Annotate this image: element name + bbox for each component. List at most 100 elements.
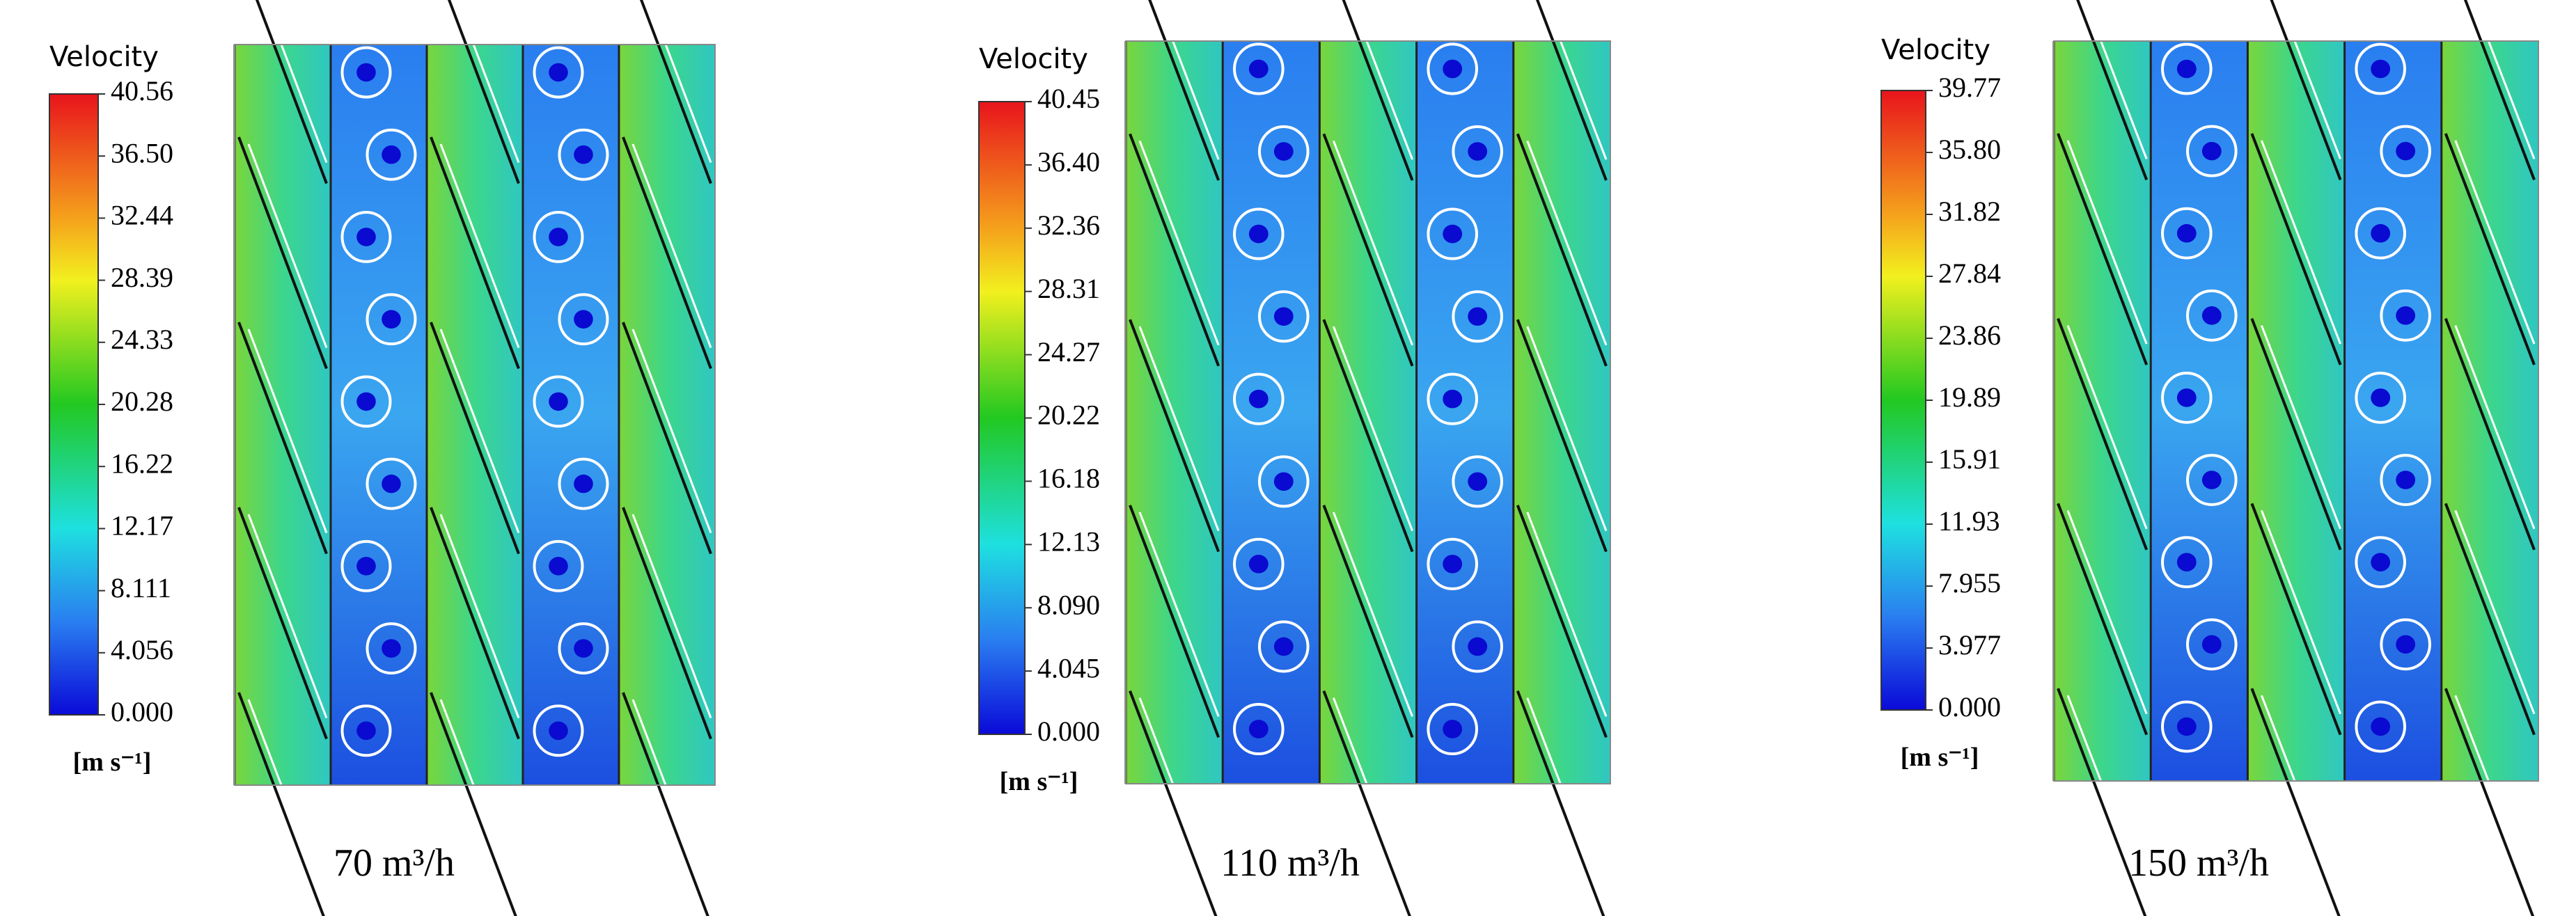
vortex-core [382,639,401,658]
vortex [2355,536,2406,589]
blade [1322,319,1414,553]
colorbar-label: 16.18 [1037,463,1100,494]
vortex [2380,125,2431,177]
vortex-core [549,557,568,576]
colorbar-label: 12.17 [111,510,173,542]
caption: 110 m³/h [1220,842,1360,885]
colorbar-label: 35.80 [1938,134,2001,165]
colorbar-label: 36.50 [111,137,173,168]
streamline [247,143,328,349]
blade [2057,688,2147,916]
streamline [2471,0,2536,159]
colorbar-label: 8.090 [1037,589,1100,620]
vortex-core [2371,717,2391,736]
vortex [340,704,392,757]
vortex-core [2176,59,2197,79]
vortex [2161,372,2213,424]
vortex [2161,42,2213,95]
blade [1342,0,1414,181]
streamline [2261,140,2341,345]
colorbar-label: 15.91 [1938,443,2001,475]
vortex [533,210,584,263]
vortex-core [1443,59,1463,79]
streamline [1333,140,1413,346]
vortex [366,457,417,510]
legend-title: Velocity [1881,34,1990,66]
streamline [247,514,328,719]
unit-label: [m s⁻¹] [1901,743,1979,772]
blade [2444,133,2536,365]
streamline [1156,0,1220,160]
streamline [1333,326,1413,532]
unit-label: [m s⁻¹] [73,748,152,777]
colorbar-label: 4.056 [111,634,173,665]
blade [2250,503,2342,736]
vortex-core [549,228,568,246]
vortex-core [1468,637,1488,656]
colorbar-label: 3.977 [1938,629,2001,661]
streamline [1544,0,1608,160]
blade [430,322,520,555]
streamline [439,514,520,719]
blade [2444,317,2536,551]
blade [1322,133,1414,367]
vortex [1427,372,1478,425]
vortex-core [2371,223,2391,243]
vortex-core [2176,717,2197,736]
vortex-core [2201,471,2222,489]
colorbar-label: 32.44 [111,200,173,231]
streamline [439,699,520,904]
blade [430,136,520,370]
vortex [2355,207,2406,260]
blade [2250,688,2341,916]
vortex-core [574,145,593,164]
blade [2057,133,2149,365]
streamline [1138,326,1220,532]
vortex [2186,454,2238,506]
colorbar-label: 40.56 [111,75,173,106]
vortex-core [356,392,376,411]
streamline [262,0,328,164]
streamline [1138,512,1220,717]
streamline [631,514,712,719]
blade [622,692,709,916]
vortex-core [1443,720,1463,739]
streamline [2066,140,2148,345]
streamline [2277,0,2341,159]
vortex [1452,620,1503,673]
blade [237,136,328,370]
vortex-core [356,63,376,82]
vortex-core [2371,59,2391,79]
vortex-core [1248,224,1269,244]
blade [2057,317,2149,551]
streamline [2454,325,2536,530]
vortex [558,622,609,675]
vortex [2186,289,2238,342]
caption: 70 m³/h [333,842,455,885]
colorbar [978,101,1026,735]
vortex [1427,702,1478,756]
vortex-core [382,474,401,493]
streamline [631,329,712,534]
blade [2076,0,2149,181]
vortex [1452,290,1503,343]
legend-title: Velocity [979,43,1088,75]
caption: 150 m³/h [2128,842,2269,885]
streamline [647,0,712,164]
vortex [340,539,392,592]
blade [237,692,325,916]
streamline [439,329,520,534]
vortex-core [1443,389,1463,409]
streamline [2261,695,2341,899]
streamline [1349,0,1413,160]
blade [2444,688,2535,916]
vortex-core [2176,388,2197,407]
colorbar-label: 20.22 [1037,400,1100,431]
colorbar-label: 0.000 [111,696,173,727]
blade [2463,0,2536,181]
colorbar-label: 24.33 [111,324,173,355]
legend-title: Velocity [49,41,159,73]
vortex-core [2371,388,2391,407]
vortex [340,210,392,263]
flow-field [2052,0,2539,916]
